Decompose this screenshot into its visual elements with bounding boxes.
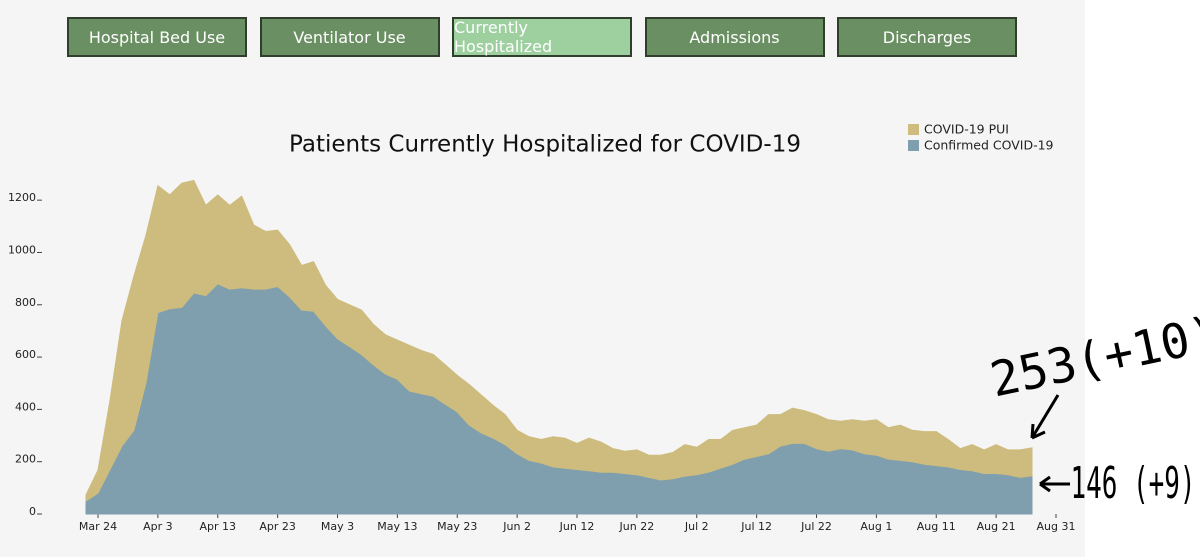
- x-tick-label: Aug 31: [1037, 520, 1076, 533]
- area: [85, 179, 1033, 502]
- x-tick-label: Jul 12: [740, 520, 772, 533]
- tab-button[interactable]: Hospital Bed Use: [67, 17, 247, 57]
- annotation: 146 (+9): [1071, 458, 1196, 509]
- x-tick-label: Aug 11: [917, 520, 956, 533]
- arrow: [1039, 475, 1070, 493]
- x-tick-label: Aug 21: [977, 520, 1016, 533]
- y-tick-label: 0: [29, 505, 36, 518]
- x-tick-label: Apr 3: [143, 520, 173, 533]
- x-tick-label: May 13: [377, 520, 417, 533]
- y-tick-label: 800: [15, 296, 36, 309]
- x-tick-label: Jul 22: [800, 520, 832, 533]
- legend-swatch: [908, 124, 919, 135]
- y-tick-label: 1000: [8, 243, 36, 256]
- y-tick-label: 600: [15, 348, 36, 361]
- x-tick-label: Aug 1: [860, 520, 892, 533]
- x-tick-label: Apr 23: [259, 520, 296, 533]
- tab-button[interactable]: Discharges: [837, 17, 1017, 57]
- x-tick-label: Apr 13: [199, 520, 236, 533]
- x-tick-label: May 3: [321, 520, 354, 533]
- chart-title: Patients Currently Hospitalized for COVI…: [289, 132, 801, 158]
- x-tick-label: Jun 12: [559, 520, 595, 533]
- x-tick-label: May 23: [437, 520, 477, 533]
- y-tick-label: 200: [15, 453, 36, 466]
- x-tick-label: Mar 24: [79, 520, 117, 533]
- legend-swatch: [908, 140, 919, 151]
- x-tick-label: Jun 22: [619, 520, 655, 533]
- y-tick-label: 1200: [8, 191, 36, 204]
- legend-label: COVID-19 PUI: [924, 122, 1009, 137]
- y-tick-label: 400: [15, 400, 36, 413]
- tab-button[interactable]: Admissions: [644, 17, 825, 57]
- arrow: [1030, 394, 1060, 440]
- x-tick-label: Jul 2: [684, 520, 709, 533]
- legend-label: Confirmed COVID-19: [924, 138, 1054, 153]
- tab-button[interactable]: Ventilator Use: [259, 17, 440, 57]
- x-tick-label: Jun 2: [502, 520, 531, 533]
- tab-button[interactable]: Currently Hospitalized: [452, 17, 632, 57]
